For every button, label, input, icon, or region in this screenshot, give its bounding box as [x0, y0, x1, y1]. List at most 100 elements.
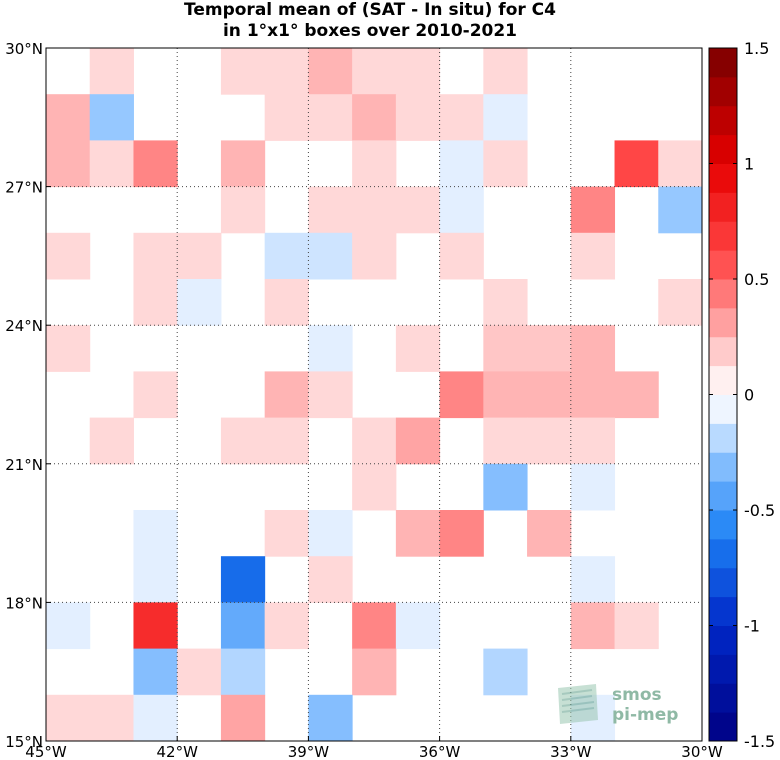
heatmap-cell: [352, 648, 397, 696]
colorbar-level: [709, 510, 737, 540]
heatmap-cell: [439, 371, 484, 419]
heatmap-cell: [177, 648, 222, 696]
heatmap-cell: [264, 48, 309, 95]
heatmap-cell: [570, 325, 616, 372]
heatmap-cell: [483, 325, 528, 372]
heatmap-cell: [220, 140, 266, 188]
y-tick-label: 18°N: [5, 594, 43, 612]
heatmap-cell: [352, 48, 397, 95]
heatmap-cell: [570, 463, 616, 511]
heatmap-cell: [264, 232, 309, 280]
heatmap-cell: [483, 417, 528, 465]
heatmap-cell: [46, 694, 91, 742]
heatmap-cell: [46, 602, 91, 650]
x-tick-label: 36°W: [419, 743, 461, 760]
colorbar-level: [709, 76, 737, 107]
chart-title: Temporal mean of (SAT - In situ) for C4 …: [0, 0, 740, 42]
colorbar-tick-label: -0.5: [744, 501, 775, 520]
colorbar-level: [709, 625, 737, 655]
heatmap-cell: [352, 463, 397, 511]
colorbar-level: [709, 423, 737, 453]
heatmap-cell: [177, 232, 222, 280]
logo-waves-icon: [558, 684, 598, 724]
heatmap-cell: [89, 140, 134, 188]
heatmap-cell: [220, 186, 266, 234]
heatmap-cell: [527, 510, 572, 557]
heatmap-cell: [483, 94, 528, 141]
plot-frame: [45, 47, 703, 742]
heatmap-cell: [89, 48, 134, 95]
heatmap-cell: [483, 648, 528, 696]
colorbar-level: [709, 279, 737, 309]
heatmap-cell: [658, 140, 703, 188]
colorbar-level: [709, 105, 737, 136]
heatmap-cell: [439, 232, 484, 280]
heatmap-cell: [395, 602, 441, 650]
heatmap-cell: [395, 510, 441, 557]
heatmap-cell: [89, 94, 134, 141]
heatmap-cell: [133, 510, 178, 557]
heatmap-cell: [570, 186, 616, 234]
heatmap-cell: [264, 94, 309, 141]
heatmap-cell: [395, 48, 441, 95]
colorbar-level: [709, 163, 737, 193]
heatmap-cell: [439, 140, 484, 188]
colorbar-level: [709, 452, 737, 482]
heatmap-cell: [133, 648, 178, 696]
heatmap-cell: [483, 48, 528, 95]
colorbar-tick-label: -1.5: [744, 732, 775, 751]
y-tick-label: 21°N: [5, 456, 43, 474]
heatmap-cell: [220, 417, 266, 465]
colorbar-level: [709, 221, 737, 251]
heatmap-cell: [527, 371, 572, 419]
heatmap-cell: [570, 232, 616, 280]
heatmap-cell: [220, 694, 266, 742]
heatmap-cell: [439, 94, 484, 141]
heatmap-cell: [527, 325, 572, 372]
heatmap-cell: [46, 94, 91, 141]
heatmap-cell: [527, 417, 572, 465]
heatmap-cell: [308, 371, 353, 419]
chart-title-line-2: in 1°x1° boxes over 2010-2021: [222, 21, 518, 41]
heatmap-cell: [308, 325, 353, 372]
heatmap-cell: [133, 602, 178, 650]
heatmap-cell: [352, 602, 397, 650]
heatmap-cell: [483, 371, 528, 419]
smos-pi-mep-logo: smos pi-mep: [558, 684, 678, 725]
colorbar-tick-label: 0: [744, 386, 754, 405]
colorbar-level: [709, 336, 737, 367]
heatmap-cell: [220, 556, 266, 603]
heatmap-cell: [352, 186, 397, 234]
heatmap-cell: [395, 417, 441, 465]
y-tick-label: 30°N: [5, 40, 43, 58]
heatmap-cell: [264, 371, 309, 419]
heatmap-cell: [483, 463, 528, 511]
colorbar-level: [709, 596, 737, 626]
x-tick-label: 30°W: [681, 743, 723, 760]
colorbar-level: [709, 48, 737, 78]
heatmap-cell: [220, 602, 266, 650]
colorbar-level: [709, 654, 737, 684]
colorbar-level: [709, 567, 737, 598]
heatmap-cell: [308, 232, 353, 280]
heatmap-cell: [133, 232, 178, 280]
colorbar-level: [709, 712, 737, 742]
colorbar-level: [709, 307, 737, 338]
heatmap-cell: [395, 186, 441, 234]
heatmap-cell: [570, 417, 616, 465]
y-tick-label: 27°N: [5, 179, 43, 197]
heatmap-cell: [483, 279, 528, 326]
y-tick-label: 24°N: [5, 317, 43, 335]
x-tick-label: 45°W: [25, 743, 67, 760]
heatmap-cell: [614, 140, 659, 188]
heatmap-cell: [46, 325, 91, 372]
heatmap-cell: [308, 48, 353, 95]
colorbar-tick-label: 0.5: [744, 270, 769, 289]
logo-text-smos: smos: [612, 685, 662, 705]
heatmap-cell: [658, 186, 703, 234]
colorbar-tick-label: 1: [744, 155, 754, 174]
heatmap-cell: [89, 417, 134, 465]
heatmap-cell: [133, 556, 178, 603]
heatmap-cell: [439, 186, 484, 234]
